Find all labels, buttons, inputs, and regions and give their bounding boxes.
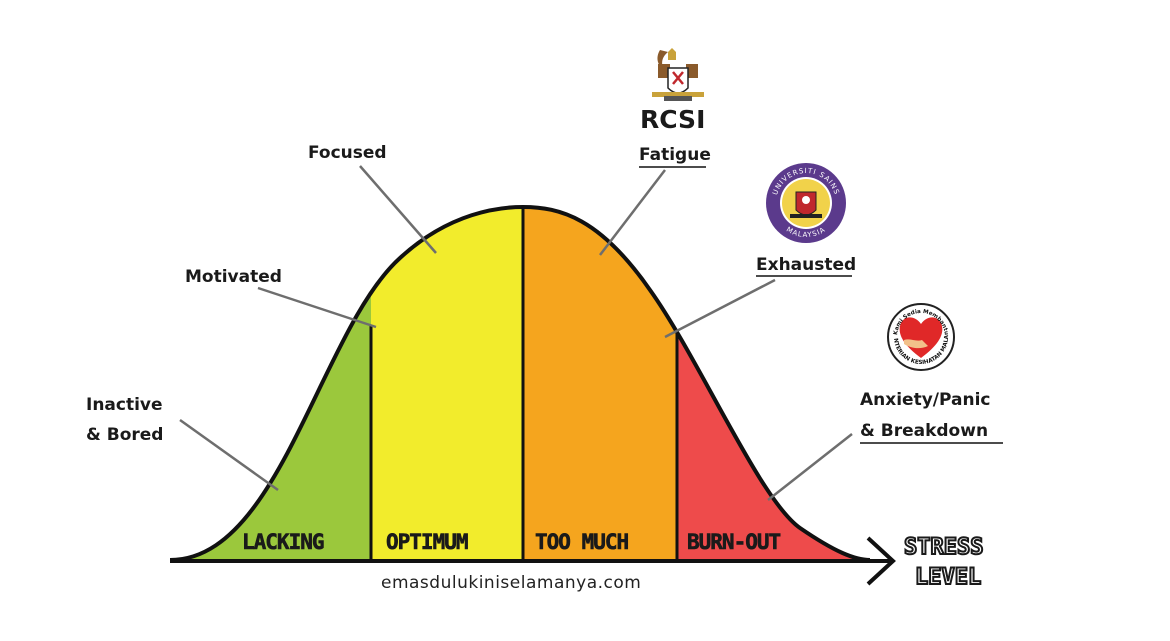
label-anxiety: Anxiety/Panic [860, 390, 990, 410]
rcsi-logo-text: RCSI [640, 105, 705, 134]
axis-label-level: LEVEL [915, 565, 981, 590]
label-exhausted: Exhausted [756, 255, 856, 275]
label-bored: & Bored [86, 425, 163, 445]
label-breakdown: & Breakdown [860, 421, 988, 441]
zone-optimum-fill [371, 207, 523, 561]
website-credit: emasdulukiniselamanya.com [381, 573, 641, 593]
leader-fatigue [599, 169, 666, 256]
leader-motivated [257, 286, 377, 329]
rcsi-crest-icon [652, 48, 704, 101]
leader-exhausted [664, 278, 776, 339]
zone-label-too-much: TOO MUCH [535, 530, 629, 554]
usm-seal-icon: UNIVERSITI SAINS MALAYSIA [766, 163, 846, 243]
stress-curve [169, 204, 871, 562]
zone-label-optimum: OPTIMUM [386, 530, 468, 554]
zone-label-lacking: LACKING [242, 530, 324, 554]
zone-burn-out-fill [677, 207, 870, 561]
axis-arrowhead [866, 536, 896, 586]
zone-too-much-fill [523, 207, 677, 561]
leader-inactive [179, 418, 279, 492]
label-motivated: Motivated [185, 267, 282, 287]
leader-anxiety [767, 433, 853, 501]
label-fatigue: Fatigue [639, 145, 711, 165]
axis-label-stress: STRESS [904, 535, 983, 560]
zone-label-burn-out: BURN-OUT [687, 530, 781, 554]
zone-lacking-fill [170, 207, 371, 561]
label-inactive: Inactive [86, 395, 163, 415]
label-focused: Focused [308, 143, 387, 163]
leader-focused [359, 165, 437, 254]
